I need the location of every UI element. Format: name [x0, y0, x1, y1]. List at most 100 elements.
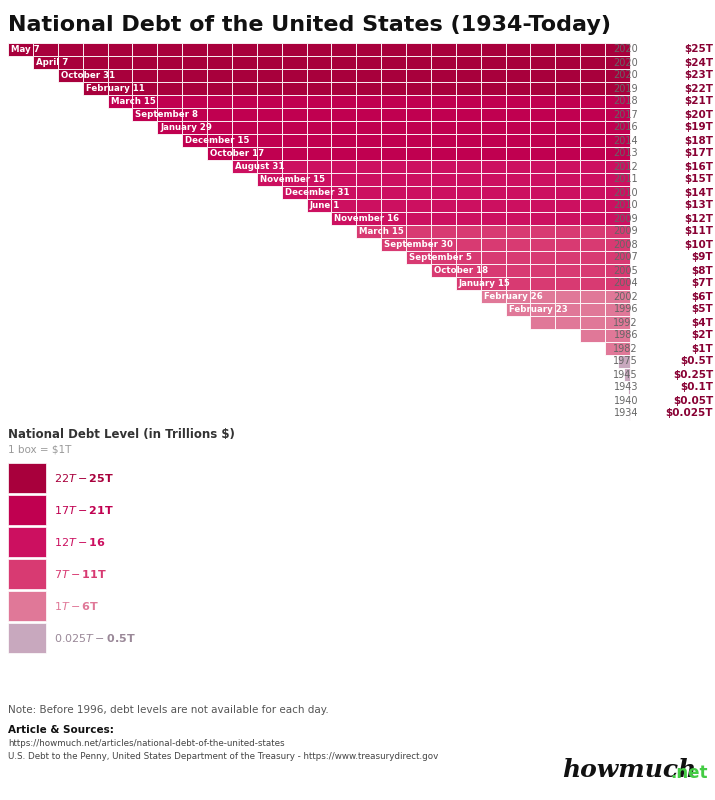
Bar	[456, 43, 480, 56]
Bar	[431, 238, 456, 251]
Bar	[480, 199, 506, 212]
Bar	[480, 264, 506, 277]
Bar	[556, 108, 581, 121]
Bar	[282, 69, 307, 82]
Bar	[406, 82, 431, 95]
Bar	[132, 95, 157, 108]
Bar	[531, 43, 556, 56]
Bar	[381, 147, 406, 160]
Bar	[531, 264, 556, 277]
Bar	[506, 173, 531, 186]
Bar	[531, 212, 556, 225]
Text: $16T: $16T	[684, 162, 713, 171]
Bar	[605, 82, 630, 95]
Bar	[556, 303, 581, 316]
Bar	[406, 238, 431, 251]
Bar	[605, 108, 630, 121]
Bar	[58, 43, 83, 56]
Bar	[431, 264, 456, 277]
Bar	[381, 108, 406, 121]
Bar	[480, 173, 506, 186]
Text: January 29: January 29	[160, 123, 212, 132]
Bar	[531, 290, 556, 303]
Bar	[232, 147, 257, 160]
Text: February 23: February 23	[508, 305, 567, 314]
Text: August 31: August 31	[235, 162, 285, 171]
Bar	[431, 160, 456, 173]
Bar	[531, 316, 556, 329]
Text: October 17: October 17	[210, 149, 265, 158]
Bar	[556, 186, 581, 199]
Text: $24T: $24T	[684, 58, 713, 67]
Bar	[605, 186, 630, 199]
Text: 2005: 2005	[613, 266, 638, 275]
Bar	[531, 251, 556, 264]
Bar	[506, 95, 531, 108]
Text: $20T: $20T	[684, 110, 713, 119]
Bar	[480, 290, 506, 303]
Bar	[581, 316, 605, 329]
Bar	[8, 623, 46, 653]
Bar	[531, 82, 556, 95]
Text: 2007: 2007	[613, 253, 638, 262]
Bar	[282, 95, 307, 108]
Bar	[605, 238, 630, 251]
Bar	[581, 69, 605, 82]
Bar	[282, 186, 307, 199]
Bar	[8, 527, 46, 557]
Bar	[132, 43, 157, 56]
Text: September 5: September 5	[409, 253, 472, 262]
Bar	[456, 199, 480, 212]
Bar	[605, 69, 630, 82]
Bar	[381, 69, 406, 82]
Bar	[506, 186, 531, 199]
Bar	[381, 43, 406, 56]
Bar	[107, 69, 132, 82]
Text: $12T - $16: $12T - $16	[54, 536, 106, 548]
Text: 1982: 1982	[613, 343, 638, 354]
Text: 1975: 1975	[613, 357, 638, 366]
Bar	[356, 134, 381, 147]
Bar	[456, 82, 480, 95]
Bar	[556, 69, 581, 82]
Bar	[556, 316, 581, 329]
Bar	[207, 56, 232, 69]
Text: Note: Before 1996, debt levels are not available for each day.: Note: Before 1996, debt levels are not a…	[8, 705, 329, 715]
Bar	[182, 69, 207, 82]
Bar	[257, 134, 282, 147]
Bar	[182, 43, 207, 56]
Text: $13T: $13T	[684, 201, 713, 210]
Text: May 7: May 7	[11, 45, 40, 54]
Bar	[605, 121, 630, 134]
Bar	[33, 43, 58, 56]
Text: 1986: 1986	[613, 330, 638, 341]
Bar	[257, 147, 282, 160]
Text: $0.1T: $0.1T	[680, 382, 713, 393]
Bar	[207, 82, 232, 95]
Bar	[506, 147, 531, 160]
Bar	[431, 121, 456, 134]
Bar	[381, 186, 406, 199]
Text: $17T: $17T	[684, 149, 713, 158]
Bar	[456, 56, 480, 69]
Bar	[282, 108, 307, 121]
Bar	[556, 147, 581, 160]
Bar	[307, 56, 332, 69]
Text: $0.5T: $0.5T	[680, 357, 713, 366]
Bar	[581, 82, 605, 95]
Bar	[132, 108, 157, 121]
Bar	[581, 329, 605, 342]
Bar	[406, 251, 431, 264]
Bar	[431, 173, 456, 186]
Bar	[556, 264, 581, 277]
Bar	[282, 43, 307, 56]
Bar	[406, 134, 431, 147]
Text: $5T: $5T	[691, 305, 713, 314]
Bar	[157, 121, 182, 134]
Bar	[332, 69, 356, 82]
Text: $7T - $11T: $7T - $11T	[54, 568, 107, 580]
Bar	[356, 56, 381, 69]
Text: February 11: February 11	[86, 84, 144, 93]
Text: September 30: September 30	[384, 240, 453, 249]
Bar	[406, 69, 431, 82]
